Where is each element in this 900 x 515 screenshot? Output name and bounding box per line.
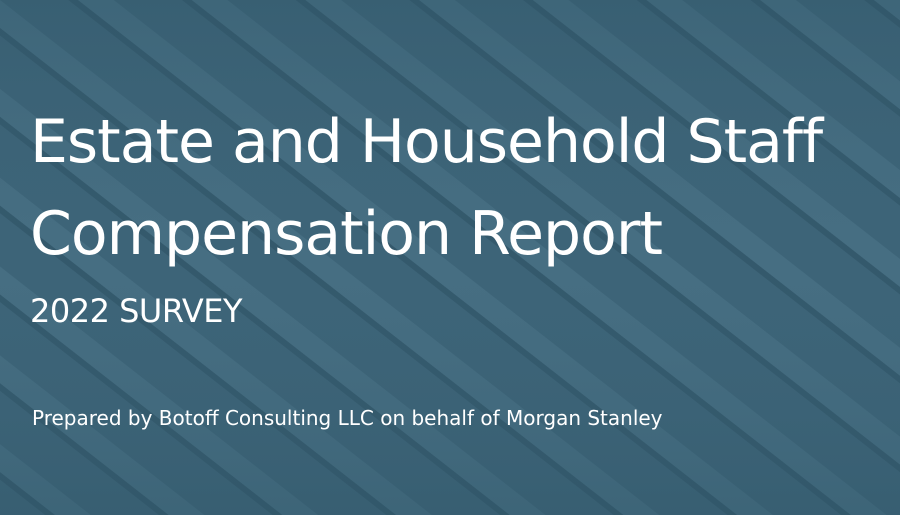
prepared-by: Prepared by Botoff Consulting LLC on beh… [32, 406, 663, 430]
subtitle: 2022 SURVEY [30, 292, 242, 330]
title-line: Estate and Household Staff [30, 107, 823, 177]
title: Estate and Household Staff Compensation … [30, 96, 823, 280]
title-line: Compensation Report [30, 199, 663, 269]
